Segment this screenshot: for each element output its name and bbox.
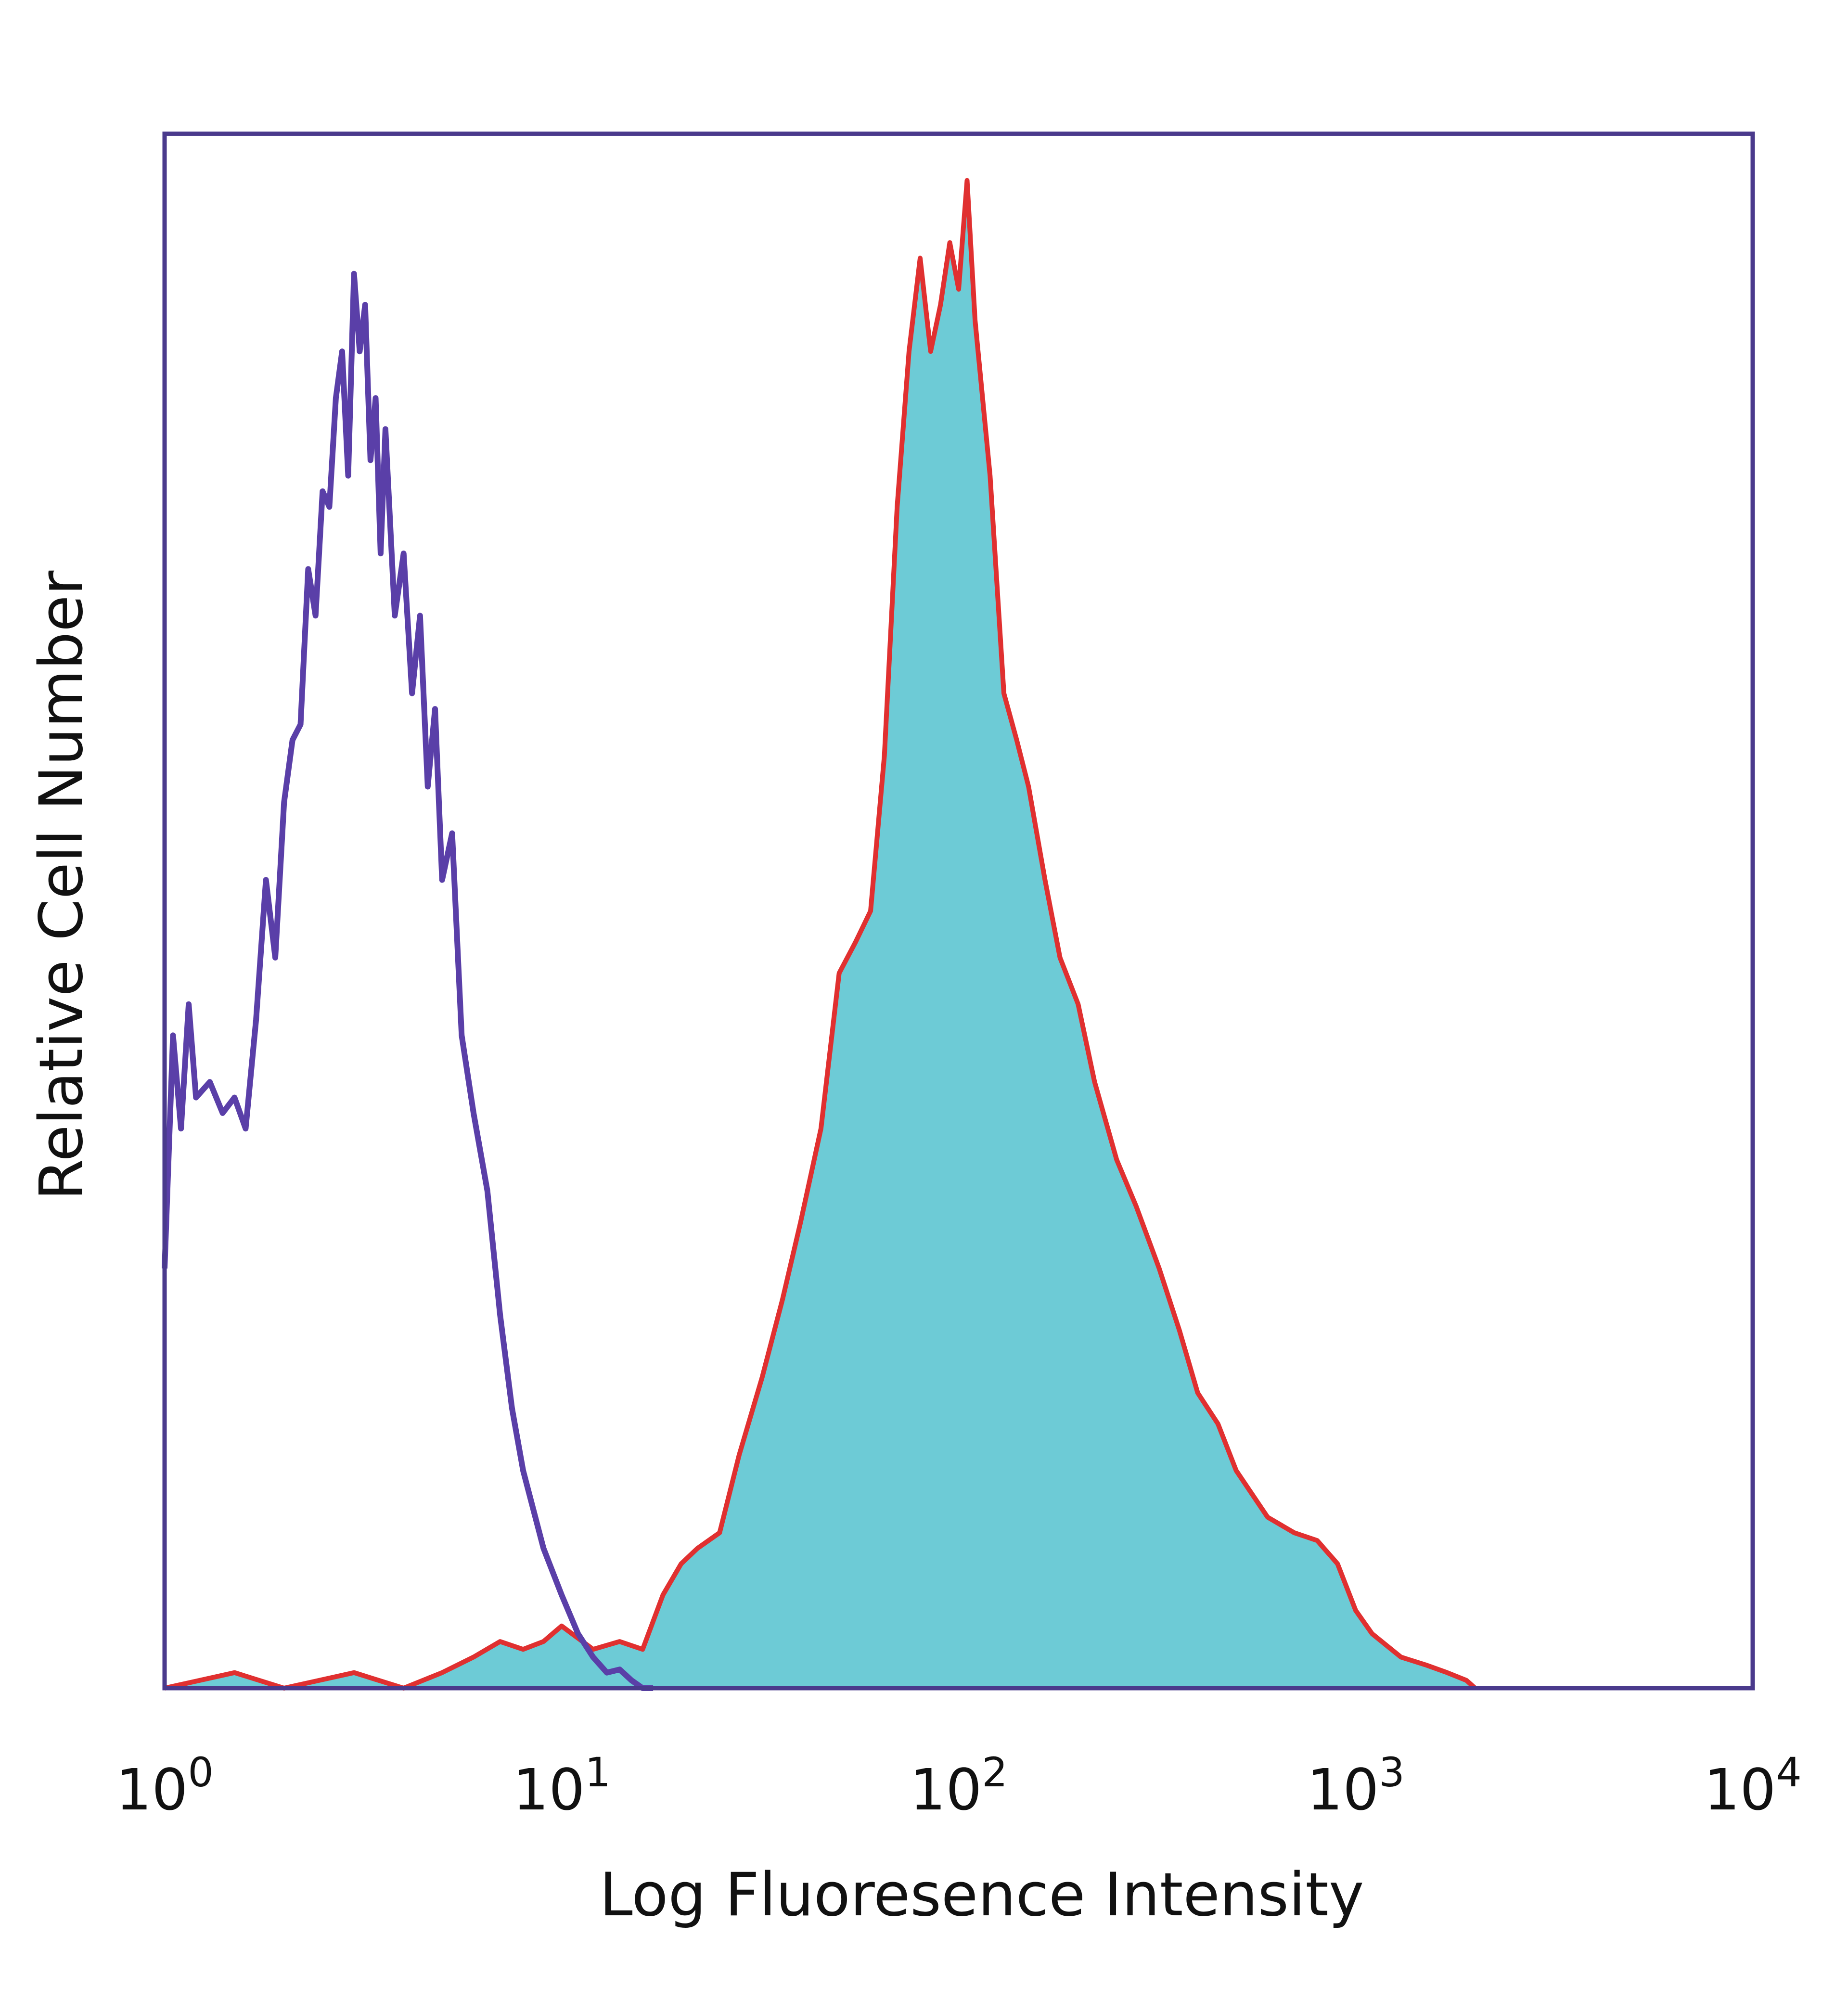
- y-axis-label: Relative Cell Number: [27, 571, 96, 1201]
- x-tick-base: 10: [116, 1756, 188, 1823]
- x-tick-label: 101: [513, 1749, 611, 1823]
- isotype-histogram-line: [162, 270, 654, 1691]
- x-tick-exponent: 3: [1379, 1749, 1404, 1796]
- x-tick-label: 102: [910, 1749, 1008, 1823]
- x-axis-label: Log Fluoresence Intensity: [600, 1860, 1364, 1930]
- x-tick-exponent: 2: [982, 1749, 1007, 1796]
- x-tick-base: 10: [910, 1756, 982, 1823]
- x-tick-label: 103: [1307, 1749, 1405, 1823]
- x-tick-exponent: 4: [1776, 1749, 1801, 1796]
- x-tick-label: 104: [1704, 1749, 1802, 1823]
- x-tick-exponent: 1: [585, 1749, 610, 1796]
- plot-frame: [162, 131, 1755, 1691]
- x-tick-base: 10: [513, 1756, 585, 1823]
- x-tick-labels: 100 101 102 103 104: [116, 1749, 1802, 1823]
- plot-layer: [162, 178, 1477, 1691]
- stained-histogram-outline: [164, 178, 1477, 1691]
- x-tick-exponent: 0: [188, 1749, 213, 1796]
- stained-histogram-fill: [165, 180, 1476, 1689]
- x-tick-label: 100: [116, 1749, 214, 1823]
- x-tick-base: 10: [1704, 1756, 1776, 1823]
- x-tick-base: 10: [1307, 1756, 1379, 1823]
